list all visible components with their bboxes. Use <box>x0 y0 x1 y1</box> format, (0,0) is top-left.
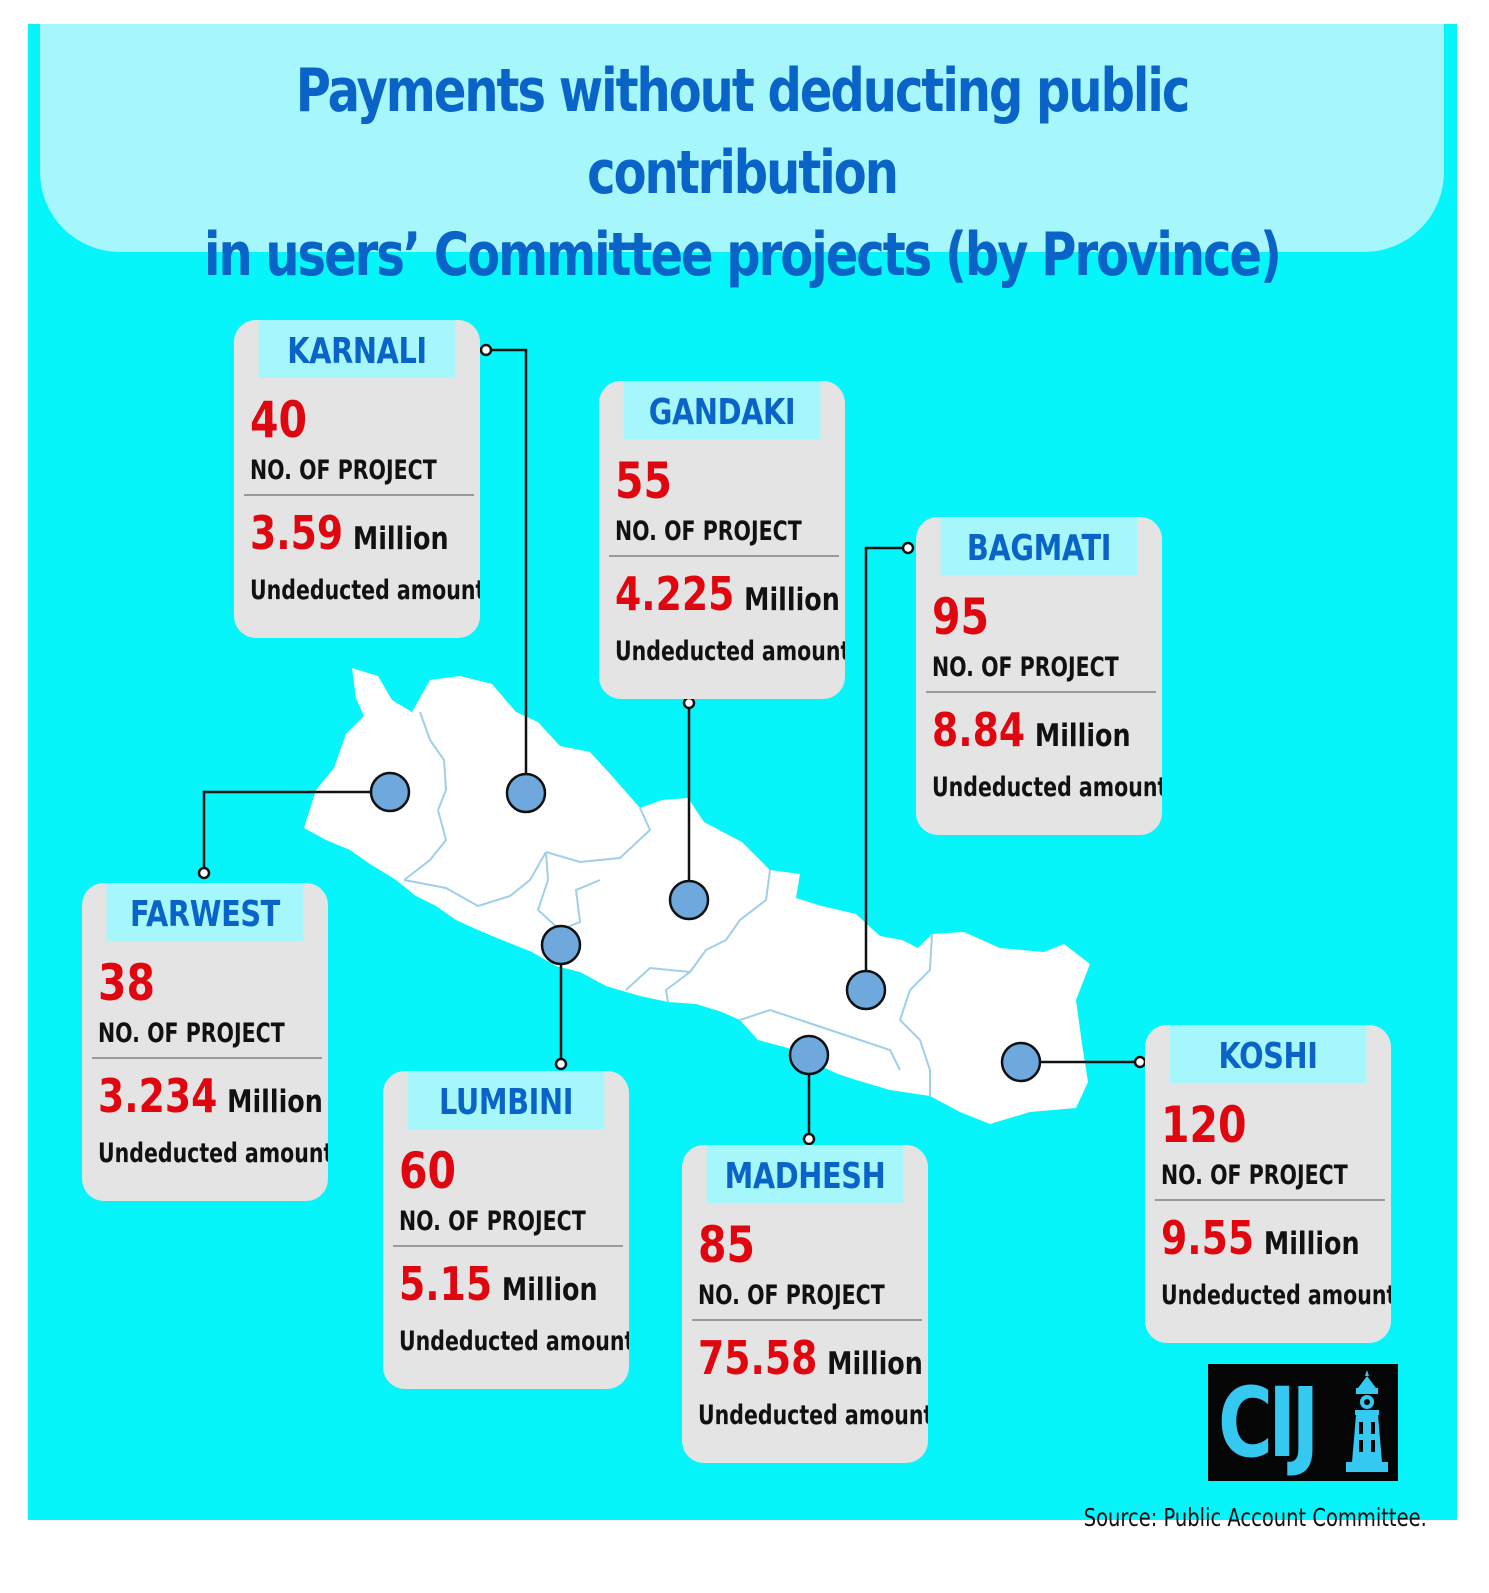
connector-bagmati <box>864 546 908 990</box>
amount-unit: Million <box>744 582 840 618</box>
source-note: Source: Public Account Committee. <box>1083 1503 1427 1532</box>
project-count: 38 <box>98 954 156 1012</box>
amount-label: Undeducted amount <box>932 772 1162 803</box>
amount-unit: Million <box>827 1346 923 1382</box>
divider <box>92 1057 322 1059</box>
connector-end-farwest <box>197 866 211 880</box>
connector-end-madhesh <box>802 1132 816 1146</box>
province-card-farwest: FARWEST 38 NO. OF PROJECT 3.234 Million U… <box>82 883 328 1201</box>
amount-label: Undeducted amount <box>615 636 845 667</box>
amount-label: Undeducted amount <box>1161 1280 1391 1311</box>
divider <box>393 1245 623 1247</box>
title-panel <box>40 24 1444 252</box>
connector-end-koshi <box>1133 1055 1147 1069</box>
province-name: BAGMATI <box>940 517 1138 575</box>
connector-end-lumbini <box>554 1057 568 1071</box>
amount-unit: Million <box>501 1272 598 1308</box>
marker-lumbini <box>540 924 582 966</box>
project-count-label: NO. OF PROJECT <box>1161 1160 1348 1191</box>
page-title: Payments without deducting public contri… <box>204 56 1282 290</box>
undeducted-amount: 3.234 <box>98 1069 218 1123</box>
province-card-bagmati: BAGMATI 95 NO. OF PROJECT 8.84 Million Un… <box>916 517 1162 835</box>
amount-unit: Million <box>352 521 449 557</box>
project-count: 55 <box>615 452 673 510</box>
divider <box>692 1319 922 1321</box>
marker-farwest <box>369 771 411 813</box>
project-count-label: NO. OF PROJECT <box>399 1206 586 1237</box>
province-name: KARNALI <box>258 320 456 378</box>
undeducted-amount: 5.15 <box>399 1257 493 1311</box>
border-lumbini-madhesh <box>625 966 691 991</box>
cij-logo: CIJ <box>1208 1364 1398 1481</box>
marker-karnali <box>505 772 547 814</box>
amount-unit: Million <box>1034 718 1131 754</box>
connector-end-gandaki <box>682 696 696 710</box>
project-count-label: NO. OF PROJECT <box>932 652 1119 683</box>
province-card-karnali: KARNALI 40 NO. OF PROJECT 3.59 Million Un… <box>234 320 480 638</box>
marker-gandaki <box>668 879 710 921</box>
province-card-gandaki: GANDAKI 55 NO. OF PROJECT 4.225 Million U… <box>599 381 845 699</box>
province-name: GANDAKI <box>623 381 821 439</box>
amount-row: 3.59 Million <box>250 506 449 570</box>
project-count-label: NO. OF PROJECT <box>98 1018 285 1049</box>
project-count-label: NO. OF PROJECT <box>698 1280 885 1311</box>
divider <box>1155 1199 1385 1201</box>
undeducted-amount: 4.225 <box>615 567 735 621</box>
province-name: FARWEST <box>106 883 304 941</box>
marker-bagmati <box>845 969 887 1011</box>
undeducted-amount: 8.84 <box>932 703 1026 757</box>
amount-label: Undeducted amount <box>98 1138 328 1169</box>
project-count: 40 <box>250 391 308 449</box>
amount-row: 9.55 Million <box>1161 1211 1360 1275</box>
connector-karnali <box>486 348 528 793</box>
amount-row: 8.84 Million <box>932 703 1131 767</box>
undeducted-amount: 3.59 <box>250 506 344 560</box>
province-name: LUMBINI <box>407 1071 605 1129</box>
project-count: 120 <box>1161 1096 1247 1154</box>
connector-farwest <box>202 790 390 873</box>
amount-row: 75.58 Million <box>698 1331 923 1395</box>
border-farwest-karnali <box>403 711 448 881</box>
amount-row: 3.234 Million <box>98 1069 323 1133</box>
amount-label: Undeducted amount <box>698 1400 928 1431</box>
province-card-koshi: KOSHI 120 NO. OF PROJECT 9.55 Million Und… <box>1145 1025 1391 1343</box>
province-name: KOSHI <box>1169 1025 1367 1083</box>
border-bagmati-madhesh <box>739 1008 901 1071</box>
border-karnali-lumbini <box>403 851 547 908</box>
project-count: 95 <box>932 588 990 646</box>
connector-end-bagmati <box>901 541 915 555</box>
amount-label: Undeducted amount <box>399 1326 629 1357</box>
border-bagmati-koshi <box>898 933 933 1096</box>
province-card-lumbini: LUMBINI 60 NO. OF PROJECT 5.15 Million Un… <box>383 1071 629 1389</box>
project-count: 60 <box>399 1142 457 1200</box>
province-card-madhesh: MADHESH 85 NO. OF PROJECT 75.58 Million U… <box>682 1145 928 1463</box>
amount-row: 5.15 Million <box>399 1257 598 1321</box>
amount-row: 4.225 Million <box>615 567 840 631</box>
divider <box>926 691 1156 693</box>
marker-koshi <box>1000 1041 1042 1083</box>
divider <box>244 494 474 496</box>
amount-unit: Million <box>1263 1226 1360 1262</box>
clock-tower-icon <box>1346 1370 1388 1472</box>
undeducted-amount: 75.58 <box>698 1331 818 1385</box>
divider <box>609 555 839 557</box>
border-karnali-gandaki <box>545 807 652 864</box>
undeducted-amount: 9.55 <box>1161 1211 1255 1265</box>
marker-madhesh <box>788 1034 830 1076</box>
amount-unit: Million <box>227 1084 323 1120</box>
border-gandaki-bagmati <box>664 869 771 1003</box>
logo-text: CIJ <box>1218 1367 1319 1479</box>
project-count-label: NO. OF PROJECT <box>615 516 802 547</box>
project-count: 85 <box>698 1216 756 1274</box>
project-count-label: NO. OF PROJECT <box>250 455 437 486</box>
amount-label: Undeducted amount <box>250 575 480 606</box>
province-name: MADHESH <box>706 1145 904 1203</box>
connector-end-karnali <box>479 343 493 357</box>
